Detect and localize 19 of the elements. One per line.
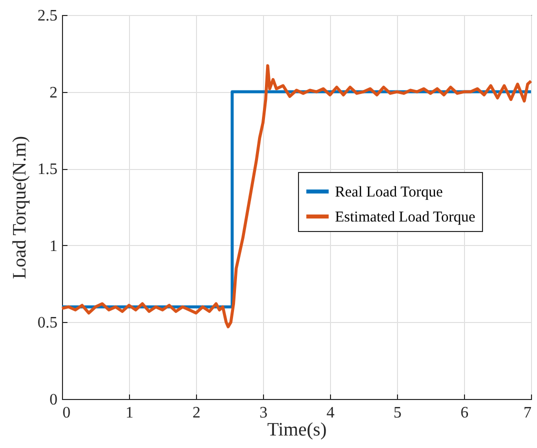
y-tick-label: 1.5 [38, 161, 58, 178]
x-axis-title: Time(s) [267, 420, 327, 440]
y-tick-label: 0 [50, 392, 58, 408]
y-axis-title: Load Torque(N.m) [10, 136, 30, 279]
x-tick-label: 2 [192, 404, 200, 422]
x-tick-label: 1 [126, 404, 134, 422]
y-tick-label: 0.5 [38, 314, 58, 332]
y-tick-label: 2 [50, 84, 58, 102]
legend-label: Estimated Load Torque [335, 210, 476, 226]
x-tick-label: 7 [524, 404, 532, 422]
y-tick-label: 1 [50, 238, 58, 255]
x-tick-label: 0 [62, 404, 70, 422]
y-tick-label: 2.5 [38, 8, 58, 24]
legend-label: Real Load Torque [335, 184, 444, 200]
x-tick-label: 3 [260, 404, 268, 422]
x-tick-label: 4 [326, 404, 334, 422]
x-tick-label: 6 [460, 404, 468, 422]
x-tick-label: 5 [394, 404, 402, 422]
line-series [60, 64, 532, 328]
